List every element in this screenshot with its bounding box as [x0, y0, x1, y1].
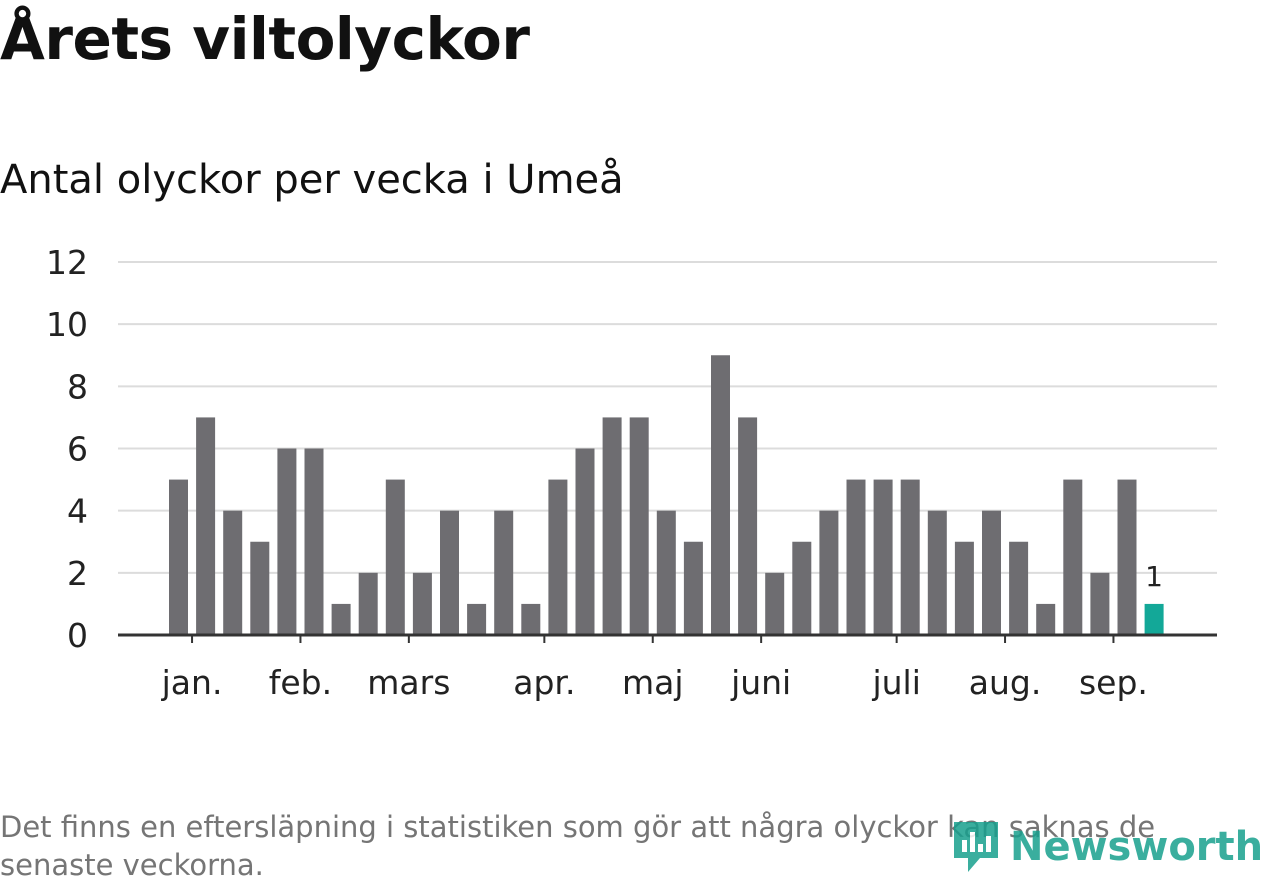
bar [954, 541, 974, 635]
bar [250, 541, 270, 635]
y-tick-label: 12 [46, 243, 88, 282]
bar [223, 510, 243, 635]
y-tick-label: 0 [67, 616, 88, 655]
bar [1090, 572, 1110, 635]
bar [358, 572, 378, 635]
bar [548, 479, 568, 635]
bar-chart: 0 2 4 6 8 10 12 jan. feb. mars apr. maj juni juli aug… [46, 243, 1217, 702]
newsworthy-logo-text: Newsworthy [1010, 824, 1262, 870]
x-tick-label: sep. [1079, 663, 1148, 702]
x-tick-label: jan. [161, 663, 223, 702]
bar [277, 448, 297, 635]
chart-subtitle: Antal olyckor per vecka i Umeå [0, 157, 624, 203]
bar [683, 541, 703, 635]
x-tick-label: apr. [513, 663, 575, 702]
bar [982, 510, 1001, 635]
bar [602, 417, 622, 635]
y-tick-label: 8 [67, 367, 88, 406]
bar [1009, 541, 1029, 635]
bar [575, 448, 595, 635]
chart-title: Årets viltolyckor [0, 5, 530, 73]
bar [629, 417, 649, 635]
bar [873, 479, 893, 635]
bar [521, 603, 541, 635]
bar [467, 603, 487, 635]
bar [412, 572, 432, 635]
y-tick-label: 4 [67, 492, 88, 531]
bar [1036, 603, 1056, 635]
bar [656, 510, 676, 635]
bar [304, 448, 324, 635]
y-tick-label: 2 [67, 554, 88, 593]
y-tick-label: 10 [46, 305, 88, 344]
bar [196, 417, 216, 635]
bar [440, 510, 459, 635]
x-tick-label: maj [622, 663, 684, 702]
bar [385, 479, 405, 635]
bar [1117, 479, 1137, 635]
y-axis-ticks: 0 2 4 6 8 10 12 [46, 243, 88, 655]
bar [792, 541, 812, 635]
y-tick-label: 6 [67, 430, 88, 469]
newsworthy-logo: Newsworthy [950, 818, 1262, 876]
x-tick-label: feb. [269, 663, 332, 702]
bar [1063, 479, 1083, 635]
data-label-current-week: 1 [1145, 560, 1163, 593]
bar [819, 510, 839, 635]
x-tick-label: mars [367, 663, 450, 702]
bar [331, 603, 351, 635]
bar [900, 479, 920, 635]
newsworthy-logo-icon [954, 822, 998, 872]
x-tick-label: aug. [969, 663, 1042, 702]
bar [169, 479, 188, 635]
bar [711, 355, 730, 635]
bar [846, 479, 866, 635]
x-axis-ticks: jan. feb. mars apr. maj juni juli aug. sep. [161, 635, 1148, 702]
bar [927, 510, 947, 635]
bars [169, 355, 1164, 635]
bar-current-week [1144, 603, 1164, 635]
bar [494, 510, 514, 635]
x-tick-label: juli [871, 663, 920, 702]
bar [738, 417, 758, 635]
data-labels: 1 [1145, 560, 1163, 593]
x-tick-label: juni [730, 663, 791, 702]
bar [765, 572, 785, 635]
gridlines [118, 261, 1217, 574]
